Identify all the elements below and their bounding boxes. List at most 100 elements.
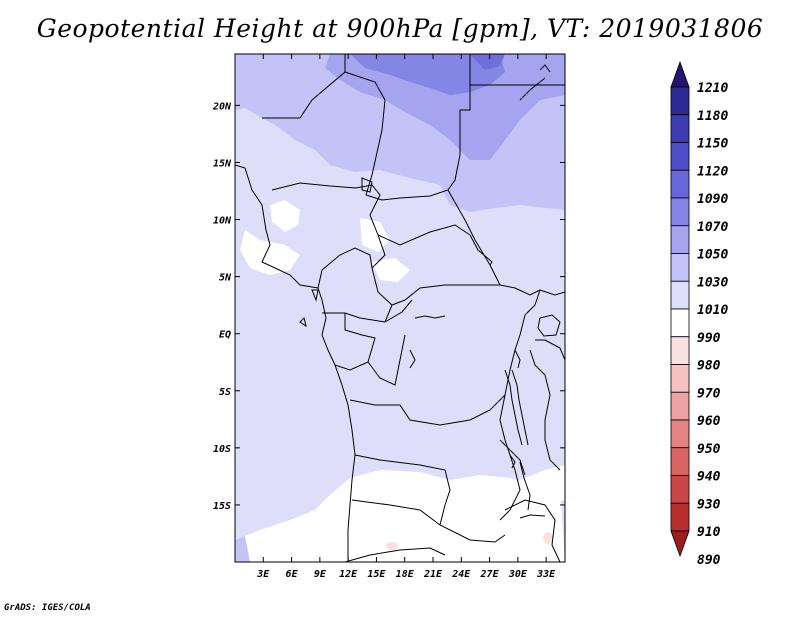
lon-label: 15E xyxy=(367,569,386,580)
river-segment-2 xyxy=(409,349,416,369)
field-1030-sw xyxy=(235,536,250,562)
field-white-3 xyxy=(360,218,390,252)
boundary-16 xyxy=(439,489,451,526)
boundary-8 xyxy=(371,234,500,306)
colorbar-label: 990 xyxy=(697,331,721,346)
lon-label: 9E xyxy=(314,569,327,580)
colorbar-label: 890 xyxy=(697,553,721,568)
lon-label: 3E xyxy=(256,569,270,580)
lat-label: 15N xyxy=(213,158,232,169)
colorbar-labels: 1210 1180 1150 1120 1090 1070 1050 1030 1010 990 9… xyxy=(697,81,728,568)
field-red-spot-2 xyxy=(543,532,553,544)
colorbar-swatch xyxy=(670,253,690,282)
lon-axis-labels: 3E 6E 9E 12E 15E 18E 21E 24E 27E 30E 33E xyxy=(256,569,556,580)
coastline-west-africa xyxy=(235,164,356,562)
boundary-23 xyxy=(529,349,561,471)
colorbar-label: 1210 xyxy=(697,81,728,96)
boundary-24 xyxy=(499,439,526,476)
colorbar-swatch xyxy=(670,391,690,421)
boundary-12 xyxy=(384,299,413,323)
lat-label: 15S xyxy=(213,501,231,512)
lon-label: 24E xyxy=(451,569,471,580)
colorbar-label: 960 xyxy=(697,414,721,429)
colorbar-label: 1180 xyxy=(697,109,728,124)
lat-label: 5N xyxy=(219,273,232,284)
field-white-4 xyxy=(372,258,410,282)
lake-tanganyika xyxy=(504,369,523,446)
boundary-7 xyxy=(377,224,471,246)
lake-chad xyxy=(361,177,373,193)
boundary-3 xyxy=(271,182,381,236)
colorbar-swatch xyxy=(670,197,690,227)
colorbar-label: 1030 xyxy=(697,275,728,290)
boundary-4 xyxy=(365,54,471,201)
colorbar-label: 1090 xyxy=(697,192,728,207)
lon-label: 30E xyxy=(508,569,528,580)
lake-kariba xyxy=(519,514,546,519)
lon-label: 6E xyxy=(286,569,299,580)
lat-label: 10N xyxy=(213,216,232,227)
grads-credit: GrADS: IGES/COLA xyxy=(4,603,91,613)
boundary-22 xyxy=(535,339,565,361)
colorbar-swatch xyxy=(670,475,690,504)
lake-malawi xyxy=(519,461,531,511)
colorbar-swatch xyxy=(670,364,690,393)
colorbar-swatch xyxy=(670,225,690,254)
lake-kivu xyxy=(514,349,521,369)
lake-mweru xyxy=(509,454,516,469)
lake-tanganyika-east xyxy=(511,369,529,446)
boundary-13 xyxy=(367,334,406,386)
lat-label: EQ xyxy=(219,330,231,341)
colorbar-label: 970 xyxy=(697,386,721,401)
colorbar-label: 1070 xyxy=(697,220,728,235)
boundary-10 xyxy=(322,304,393,323)
colorbar-label: 1150 xyxy=(697,137,728,152)
colorbar-cap-top xyxy=(670,60,690,88)
boundary-6 xyxy=(447,189,541,296)
colorbar-label: 1050 xyxy=(697,248,728,263)
boundary-2 xyxy=(344,71,386,196)
colorbar-swatch xyxy=(670,336,690,365)
field-1050-patch xyxy=(285,54,330,80)
colorbar-swatch xyxy=(670,169,690,199)
lake-victoria xyxy=(537,314,561,337)
lat-label: 5S xyxy=(219,387,231,398)
colorbar-swatch xyxy=(670,502,690,532)
colorbar-label: 1120 xyxy=(697,164,728,179)
lon-label: 12E xyxy=(339,569,358,580)
colorbar-swatch xyxy=(670,419,690,449)
colorbar-cap-bottom xyxy=(670,530,690,558)
lon-label: 33E xyxy=(536,569,556,580)
river-nile-fragment xyxy=(539,64,551,73)
colorbar-swatch xyxy=(670,86,690,116)
boundary-17 xyxy=(351,499,506,543)
field-red-spot-1 xyxy=(386,542,398,550)
boundary-14 xyxy=(349,394,506,426)
colorbar-label: 950 xyxy=(697,442,721,457)
field-1090-core xyxy=(470,54,505,70)
lat-axis-labels: 20N 15N 10N 5N EQ 5S 10S 15S xyxy=(212,101,232,512)
axis-ticks xyxy=(235,54,565,562)
map-boundaries xyxy=(235,54,565,562)
lon-label: 27E xyxy=(480,569,500,580)
colorbar-label: 930 xyxy=(697,497,721,512)
field-1070-core xyxy=(350,54,505,95)
colorbar-swatch xyxy=(670,308,690,338)
island-coast-1 xyxy=(311,289,319,302)
colorbar-label: 1010 xyxy=(697,303,728,318)
boundary-21 xyxy=(539,289,565,296)
field-white-2 xyxy=(240,230,300,275)
boundary-9 xyxy=(317,247,373,289)
colorbar-swatch xyxy=(670,447,690,476)
chart-title: Geopotential Height at 900hPa [gpm], VT:… xyxy=(36,14,764,43)
boundary-25 xyxy=(469,234,493,266)
field-1050-band xyxy=(325,54,565,160)
boundary-19 xyxy=(504,499,561,562)
boundary-27 xyxy=(519,77,546,101)
lat-label: 20N xyxy=(212,101,232,112)
field-white-1 xyxy=(270,200,300,232)
boundary-1 xyxy=(262,54,346,119)
lon-label: 21E xyxy=(423,569,443,580)
boundary-18 xyxy=(499,394,521,521)
